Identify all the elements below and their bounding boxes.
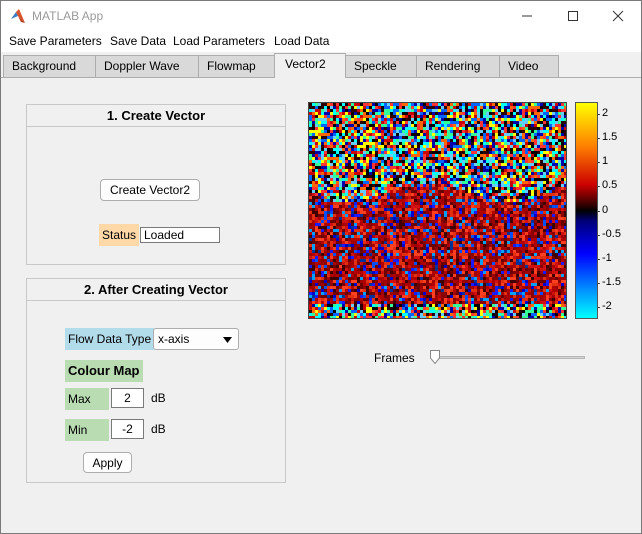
vector-heatmap-image bbox=[308, 102, 567, 319]
maximize-icon bbox=[568, 11, 578, 21]
tab-bar: Background Doppler Wave Flowmap Vector2 … bbox=[1, 53, 641, 78]
colorbar-tick-mark bbox=[597, 210, 600, 212]
colorbar-tick-mark bbox=[597, 306, 600, 308]
colorbar-tick-label: 2 bbox=[602, 107, 609, 120]
tab-flowmap[interactable]: Flowmap bbox=[198, 55, 275, 77]
status-label: Status bbox=[99, 224, 140, 246]
menu-load-data[interactable]: Load Data bbox=[274, 34, 330, 48]
create-vector2-button[interactable]: Create Vector2 bbox=[100, 179, 200, 201]
menu-bar: Save Parameters Save Data Load Parameter… bbox=[1, 31, 641, 52]
title-bar: MATLAB App bbox=[1, 1, 641, 31]
colorbar-tick-label: -1.5 bbox=[602, 275, 621, 288]
colorbar-tick-label: 0.5 bbox=[602, 179, 618, 192]
colorbar-tick-mark bbox=[597, 162, 600, 164]
window-title: MATLAB App bbox=[32, 9, 104, 23]
after-creating-panel: 2. After Creating Vector Flow Data Type … bbox=[26, 278, 286, 483]
colorbar-tick-mark bbox=[597, 114, 600, 116]
menu-save-data[interactable]: Save Data bbox=[110, 34, 167, 48]
tab-rendering[interactable]: Rendering bbox=[416, 55, 500, 77]
menu-load-parameters[interactable]: Load Parameters bbox=[173, 34, 266, 48]
frames-label: Frames bbox=[374, 351, 415, 365]
maximize-button[interactable] bbox=[550, 1, 596, 31]
colorbar-tick-mark bbox=[597, 282, 600, 284]
colorbar-tick-mark bbox=[597, 186, 600, 188]
colorbar-tick-label: -1 bbox=[602, 251, 612, 264]
close-button[interactable] bbox=[595, 1, 641, 31]
colorbar-tick-label: -0.5 bbox=[602, 227, 621, 240]
tab-speckle[interactable]: Speckle bbox=[345, 55, 417, 77]
colorbar bbox=[575, 102, 598, 319]
colorbar-tick-label: 1 bbox=[602, 155, 609, 168]
colorbar-tick-mark bbox=[597, 234, 600, 236]
create-vector-title: 1. Create Vector bbox=[27, 105, 285, 127]
minimize-button[interactable] bbox=[504, 1, 550, 31]
tab-background[interactable]: Background bbox=[3, 55, 96, 77]
colorbar-tick-mark bbox=[597, 138, 600, 140]
min-label: Min bbox=[65, 419, 109, 441]
flow-data-type-value: x-axis bbox=[158, 332, 190, 346]
close-icon bbox=[612, 10, 624, 22]
menu-save-parameters[interactable]: Save Parameters bbox=[9, 34, 102, 48]
create-vector-panel: 1. Create Vector Create Vector2 Status L… bbox=[26, 104, 286, 265]
minimize-icon bbox=[522, 15, 532, 17]
tab-vector2[interactable]: Vector2 bbox=[274, 53, 346, 78]
max-unit: dB bbox=[151, 391, 166, 405]
colorbar-tick-label: 1.5 bbox=[602, 131, 618, 144]
flow-data-type-label: Flow Data Type bbox=[65, 328, 155, 350]
colour-map-label: Colour Map bbox=[65, 360, 143, 382]
min-input[interactable]: -2 bbox=[111, 419, 144, 439]
frames-slider-thumb[interactable] bbox=[430, 350, 440, 365]
after-creating-title: 2. After Creating Vector bbox=[27, 279, 285, 301]
max-input[interactable]: 2 bbox=[111, 388, 144, 408]
colorbar-tick-label: 0 bbox=[602, 203, 609, 216]
matlab-logo-icon bbox=[11, 9, 25, 23]
max-label: Max bbox=[65, 388, 109, 410]
min-unit: dB bbox=[151, 422, 166, 436]
colorbar-tick-label: -2 bbox=[602, 299, 612, 312]
tab-video[interactable]: Video bbox=[499, 55, 559, 77]
colorbar-tick-mark bbox=[597, 258, 600, 260]
dropdown-arrow-icon bbox=[223, 337, 232, 343]
tab-doppler-wave[interactable]: Doppler Wave bbox=[95, 55, 199, 77]
status-field[interactable]: Loaded bbox=[140, 227, 220, 243]
flow-data-type-dropdown[interactable]: x-axis bbox=[153, 328, 239, 350]
frames-slider-track[interactable] bbox=[433, 356, 585, 359]
apply-button[interactable]: Apply bbox=[83, 452, 132, 473]
